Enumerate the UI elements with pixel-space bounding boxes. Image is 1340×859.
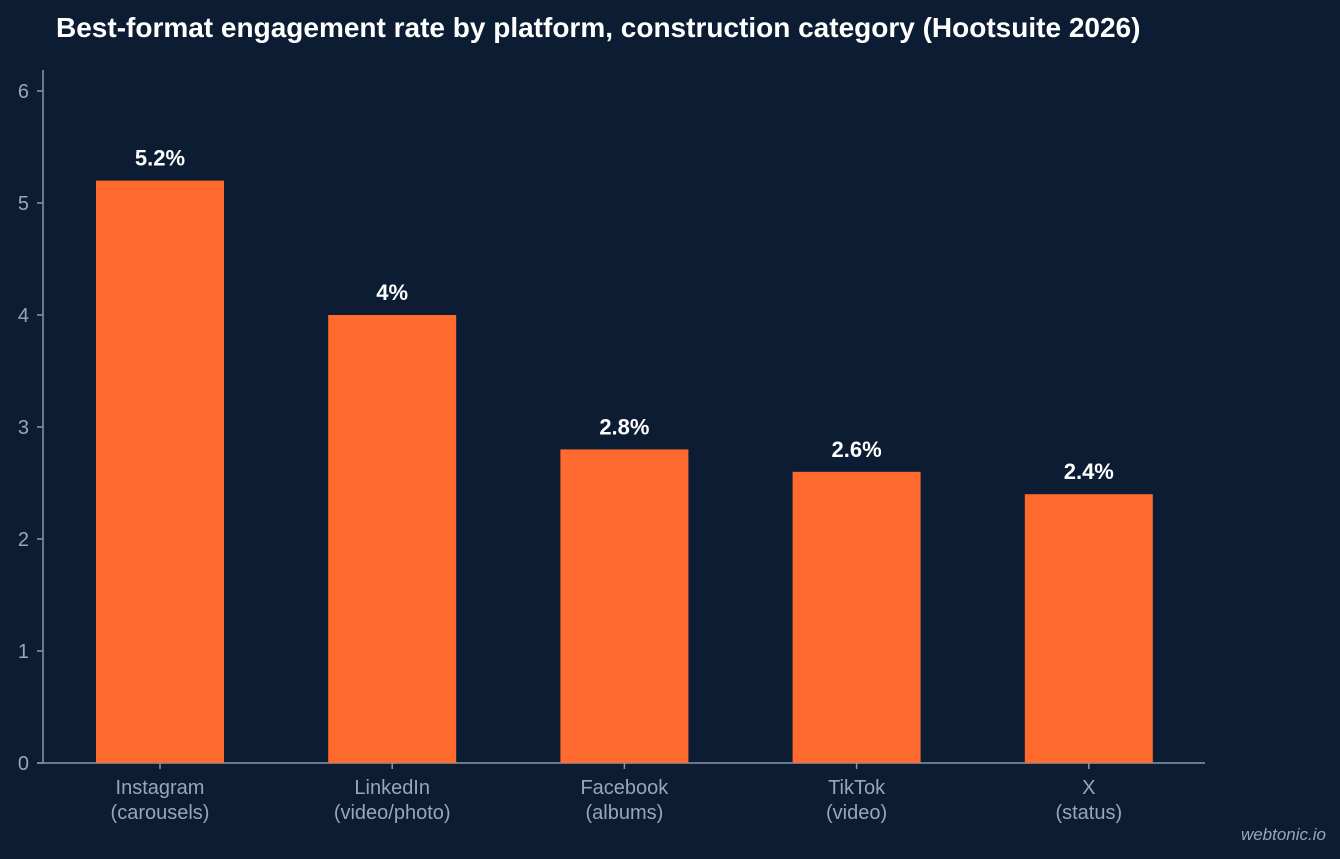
bar-value-label: 2.6% [832, 437, 882, 462]
x-tick-label: Instagram [116, 777, 205, 799]
bar [96, 180, 224, 764]
y-tick-label: 3 [18, 417, 29, 439]
bar [560, 449, 689, 763]
bar [792, 471, 921, 763]
watermark: webtonic.io [1240, 825, 1326, 844]
bar-value-label: 2.4% [1064, 459, 1114, 484]
x-tick-label: (status) [1055, 802, 1122, 824]
bar-value-label: 2.8% [599, 414, 649, 439]
x-tick-label: TikTok [828, 777, 886, 799]
bar [1024, 494, 1153, 763]
y-tick-label: 2 [18, 529, 29, 551]
y-tick-label: 4 [18, 305, 29, 327]
y-tick-label: 6 [18, 81, 29, 103]
y-tick-label: 0 [18, 753, 29, 775]
bar-value-label: 4% [376, 280, 408, 305]
bar [328, 315, 457, 763]
x-tick-label: (video/photo) [334, 802, 451, 824]
x-tick-label: LinkedIn [354, 777, 430, 799]
y-tick-label: 5 [18, 193, 29, 215]
x-tick-label: X [1082, 777, 1095, 799]
chart-bars: 5.2% 4% 2.8% 2.6% 2.4% [96, 146, 1153, 764]
bar-value-label: 5.2% [135, 146, 185, 171]
x-tick-label: (carousels) [111, 802, 210, 824]
x-tick-label: (video) [826, 802, 887, 824]
y-tick-label: 1 [18, 641, 29, 663]
x-tick-label: (albums) [586, 802, 664, 824]
x-tick-label: Facebook [580, 777, 669, 799]
chart-title: Best-format engagement rate by platform,… [56, 12, 1141, 43]
